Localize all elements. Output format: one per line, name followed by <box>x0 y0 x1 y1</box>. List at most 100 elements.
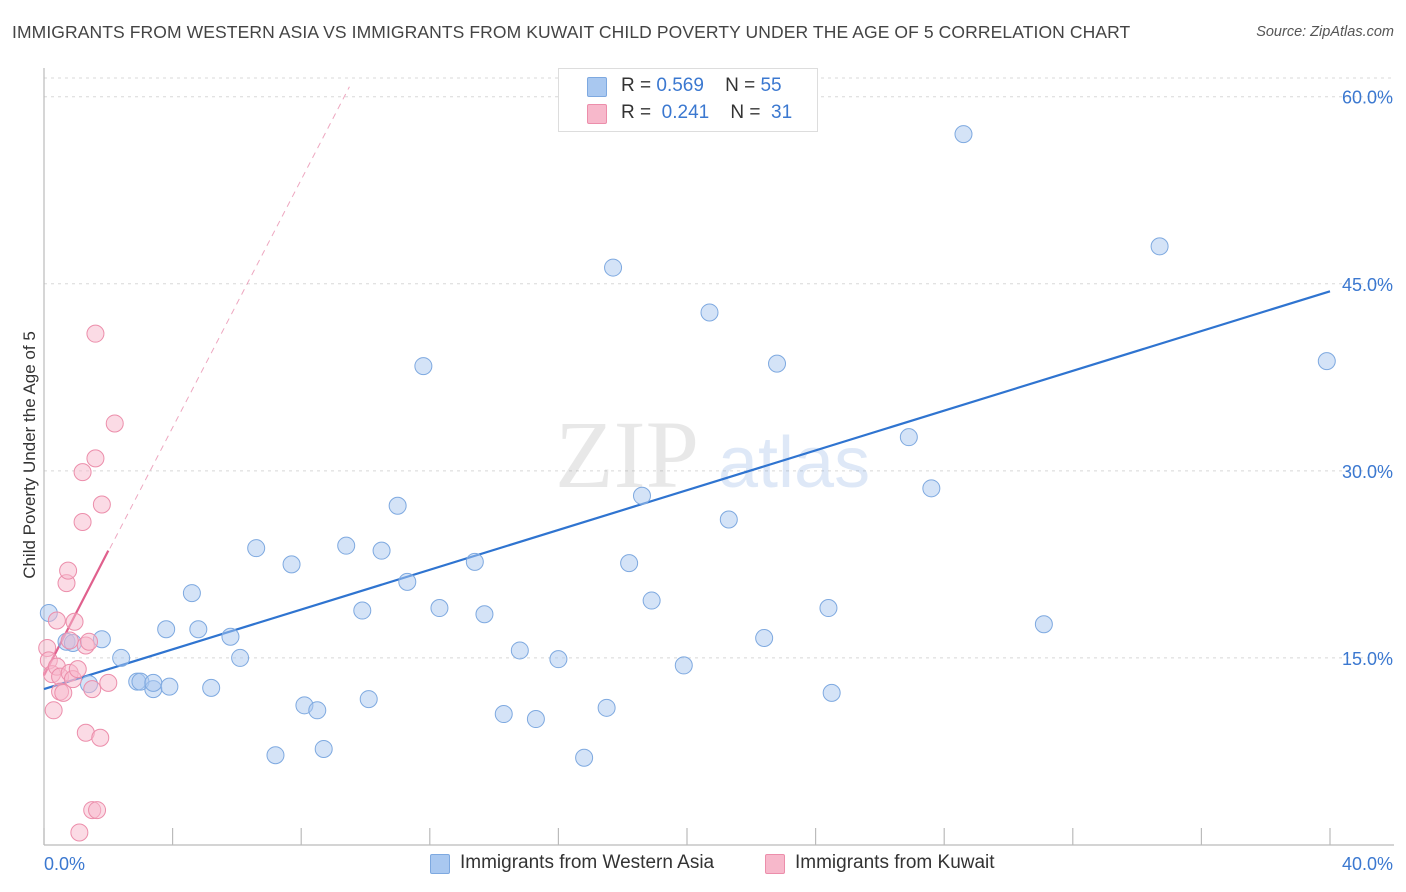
point-kuwait <box>70 823 89 842</box>
y-tick-label: 30.0% <box>1342 462 1393 482</box>
bottom-legend-label-western-asia: Immigrants from Western Asia <box>460 852 715 873</box>
bottom-legend-swatch-kuwait <box>765 854 785 874</box>
point-western-asia <box>266 746 285 765</box>
y-tick-label: 45.0% <box>1342 275 1393 295</box>
x-tick-label: 0.0% <box>44 854 85 874</box>
point-western-asia <box>922 479 941 498</box>
point-kuwait <box>73 512 92 531</box>
point-western-asia <box>308 701 327 720</box>
point-kuwait <box>91 728 110 747</box>
point-western-asia <box>632 486 651 505</box>
legend-r-value: 0.569 <box>656 75 704 96</box>
point-western-asia <box>494 705 513 724</box>
point-western-asia <box>719 510 738 529</box>
point-western-asia <box>157 620 176 639</box>
point-western-asia <box>954 125 973 144</box>
watermark: ZIP atlas <box>555 401 870 508</box>
point-western-asia <box>597 698 616 717</box>
point-western-asia <box>822 683 841 702</box>
legend-n-value: 55 <box>760 75 782 96</box>
point-western-asia <box>768 354 787 373</box>
point-western-asia <box>475 605 494 624</box>
point-western-asia <box>899 428 918 447</box>
point-kuwait <box>73 463 92 482</box>
point-western-asia <box>372 541 391 560</box>
legend-r-label: R = <box>621 102 652 123</box>
watermark-zip: ZIP <box>555 401 699 508</box>
point-western-asia <box>112 648 131 667</box>
point-western-asia <box>398 572 417 591</box>
point-western-asia <box>202 678 221 697</box>
point-kuwait <box>59 561 78 580</box>
point-western-asia <box>231 648 250 667</box>
point-kuwait <box>80 632 99 651</box>
point-kuwait <box>47 611 66 630</box>
point-western-asia <box>353 601 372 620</box>
legend-n-value: 31 <box>771 102 793 123</box>
point-kuwait <box>54 683 73 702</box>
y-axis-label: Child Poverty Under the Age of 5 <box>20 331 39 579</box>
bottom-legend-label-kuwait: Immigrants from Kuwait <box>795 852 995 873</box>
trend-western-asia <box>43 290 1331 691</box>
data-points <box>38 125 1336 842</box>
chart-title: IMMIGRANTS FROM WESTERN ASIA VS IMMIGRAN… <box>12 22 1131 42</box>
legend-r-label: R = <box>621 75 652 96</box>
point-western-asia <box>144 673 163 692</box>
point-western-asia <box>549 650 568 669</box>
point-kuwait <box>83 680 102 699</box>
point-western-asia <box>819 599 838 618</box>
legend-swatch-kuwait <box>587 104 607 124</box>
correlation-legend: R = 0.569 N = 55 R = 0.241 N = 31 <box>558 68 818 132</box>
point-western-asia <box>620 554 639 573</box>
point-kuwait <box>44 701 63 720</box>
point-western-asia <box>674 656 693 675</box>
point-kuwait <box>65 612 84 631</box>
point-western-asia <box>182 584 201 603</box>
point-western-asia <box>1150 237 1169 256</box>
point-western-asia <box>314 739 333 758</box>
point-western-asia <box>604 258 623 277</box>
point-western-asia <box>526 710 545 729</box>
watermark-atlas: atlas <box>718 423 870 503</box>
point-western-asia <box>510 641 529 660</box>
legend-n-label: N = <box>725 75 756 96</box>
point-western-asia <box>575 748 594 767</box>
y-tick-label: 15.0% <box>1342 649 1393 669</box>
point-western-asia <box>1034 615 1053 634</box>
point-western-asia <box>359 690 378 709</box>
source-label: Source: ZipAtlas.com <box>1256 24 1394 40</box>
point-kuwait <box>99 673 118 692</box>
point-kuwait <box>88 801 107 820</box>
y-tick-label: 60.0% <box>1342 88 1393 108</box>
point-western-asia <box>221 627 240 646</box>
legend-n-label: N = <box>730 102 761 123</box>
point-western-asia <box>430 599 449 618</box>
point-kuwait <box>86 449 105 468</box>
point-western-asia <box>189 620 208 639</box>
point-western-asia <box>700 303 719 322</box>
point-western-asia <box>388 496 407 515</box>
legend-swatch-western-asia <box>587 77 607 97</box>
point-western-asia <box>642 591 661 610</box>
point-western-asia <box>282 555 301 574</box>
point-kuwait <box>60 631 79 650</box>
point-kuwait <box>105 414 124 433</box>
point-western-asia <box>337 536 356 555</box>
grid-lines <box>44 77 1394 659</box>
trend-lines <box>43 86 1331 691</box>
axes <box>43 68 1394 846</box>
point-western-asia <box>1317 352 1336 371</box>
bottom-legend-swatch-western-asia <box>430 854 450 874</box>
point-western-asia <box>414 357 433 376</box>
point-kuwait <box>92 495 111 514</box>
point-western-asia <box>247 539 266 558</box>
point-western-asia <box>755 628 774 647</box>
point-western-asia <box>160 677 179 696</box>
legend-r-value: 0.241 <box>661 102 710 123</box>
tick-labels: 15.0% 30.0% 45.0% 60.0% 0.0% 40.0% <box>44 88 1393 874</box>
point-western-asia <box>465 552 484 571</box>
point-kuwait <box>86 324 105 343</box>
x-tick-label: 40.0% <box>1342 854 1393 874</box>
point-kuwait <box>68 660 87 679</box>
